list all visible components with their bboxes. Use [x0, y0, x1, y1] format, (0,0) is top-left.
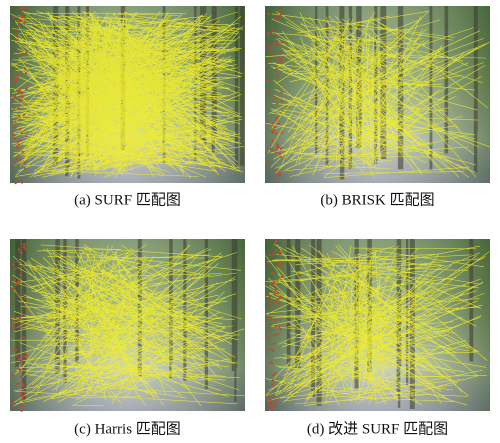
panel: (c) Harris 匹配图 [10, 239, 245, 437]
figure: (a) SURF 匹配图 (b) BRISK 匹配图 (c) Harris 匹配图 (… [0, 0, 500, 443]
panel: (b) BRISK 匹配图 [265, 6, 490, 208]
page: {"figure": {"panels": [ {"caption": "(a)… [0, 0, 500, 443]
caption: (b) BRISK 匹配图 [320, 191, 434, 208]
caption: (a) SURF 匹配图 [74, 191, 181, 208]
caption: (c) Harris 匹配图 [74, 420, 181, 437]
panel: (d) 改进 SURF 匹配图 [265, 239, 490, 437]
caption: (d) 改进 SURF 匹配图 [307, 420, 448, 437]
panel: (a) SURF 匹配图 [10, 6, 245, 208]
